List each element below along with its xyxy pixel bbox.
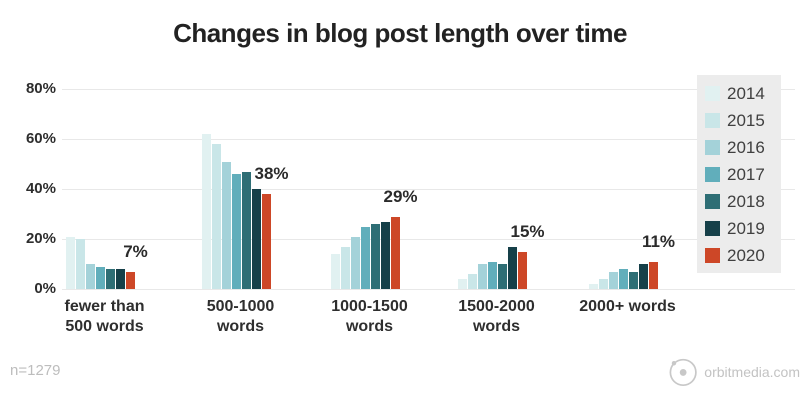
legend-item-2014: 2014 [705,80,781,107]
gridline-20% [62,239,795,240]
value-label-4: 15% [510,221,545,241]
value-label-5: 11% [641,231,676,251]
bar-2019-cat2 [252,189,261,289]
bar-2017-cat1 [96,266,105,289]
bar-group-2 [202,0,271,289]
legend-swatch-2019 [705,221,720,236]
bar-2020-cat3 [391,216,400,289]
bar-2014-cat4 [458,279,467,289]
legend-label-2015: 2015 [727,110,765,130]
bar-2014-cat3 [331,254,340,289]
legend-swatch-2014 [705,86,720,101]
bar-2019-cat4 [508,246,517,289]
y-tick-20%: 20% [25,230,56,247]
bar-2016-cat1 [86,264,95,289]
bar-2019-cat5 [639,264,648,289]
legend: 2014 2015 2016 2017 2018 2019 2020 [697,75,781,273]
x-category-label-4: 1500-2000 words [458,298,535,335]
brand-footer: orbitmedia.com [667,352,800,392]
legend-item-2016: 2016 [705,134,781,161]
gridline-60% [62,139,795,140]
bar-2017-cat2 [232,174,241,289]
bar-2015-cat2 [212,144,221,289]
legend-swatch-2017 [705,167,720,182]
bar-2017-cat5 [619,269,628,289]
legend-item-2020: 2020 [705,242,781,269]
bar-2017-cat4 [488,261,497,289]
value-label-2: 38% [254,164,289,183]
x-category-label-5: 2000+ words [579,298,676,315]
bar-2014-cat5 [589,284,598,289]
bar-2020-cat2 [262,194,271,289]
chart-title: Changes in blog post length over time [173,18,627,48]
bar-2014-cat2 [202,134,211,289]
bar-2016-cat2 [222,161,231,289]
legend-label-2016: 2016 [727,137,765,157]
bar-2015-cat4 [468,274,477,289]
bar-group-3 [331,0,400,289]
value-label-3: 29% [383,186,418,206]
legend-item-2018: 2018 [705,188,781,215]
bar-2020-cat1 [126,271,135,289]
y-tick-0%: 0% [34,280,56,297]
bar-2018-cat2 [242,171,251,289]
legend-label-2014: 2014 [727,83,765,103]
legend-label-2017: 2017 [727,164,765,184]
legend-item-2017: 2017 [705,161,781,188]
legend-item-2019: 2019 [705,215,781,242]
legend-item-2015: 2015 [705,107,781,134]
bar-2016-cat3 [351,236,360,289]
gridline-80% [62,89,795,90]
gridline-0% [62,289,795,290]
bar-2015-cat1 [76,239,85,289]
bar-2018-cat5 [629,271,638,289]
y-tick-40%: 40% [25,180,56,197]
bar-2019-cat1 [116,269,125,289]
y-tick-80%: 80% [25,80,56,97]
legend-label-2018: 2018 [727,191,765,211]
bar-group-5 [589,0,658,289]
bar-2014-cat1 [66,236,75,289]
bar-2018-cat4 [498,264,507,289]
legend-swatch-2018 [705,194,720,209]
bar-2018-cat3 [371,224,380,289]
legend-label-2020: 2020 [727,245,765,265]
bar-2017-cat3 [361,226,370,289]
x-category-label-1: fewer than 500 words [64,298,145,335]
legend-swatch-2020 [705,248,720,263]
bar-2016-cat4 [478,264,487,289]
y-tick-60%: 60% [25,130,56,147]
legend-swatch-2015 [705,113,720,128]
legend-label-2019: 2019 [727,218,765,238]
bar-2016-cat5 [609,271,618,289]
bar-2020-cat5 [649,261,658,289]
brand-name: orbitmedia.com [704,364,800,380]
value-label-1: 7% [123,241,148,261]
sample-size-note: n=1279 [10,362,61,379]
x-category-label-3: 1000-1500 words [331,298,408,335]
bar-group-4 [458,0,527,289]
x-category-label-2: 500-1000 words [206,298,275,335]
bar-2020-cat4 [518,251,527,289]
orbit-logo-icon [669,358,697,387]
bar-2015-cat3 [341,246,350,289]
gridline-40% [62,189,795,190]
bar-group-1 [66,0,135,289]
bar-2018-cat1 [106,269,115,289]
bar-2019-cat3 [381,221,390,289]
legend-swatch-2016 [705,140,720,155]
bar-2015-cat5 [599,279,608,289]
